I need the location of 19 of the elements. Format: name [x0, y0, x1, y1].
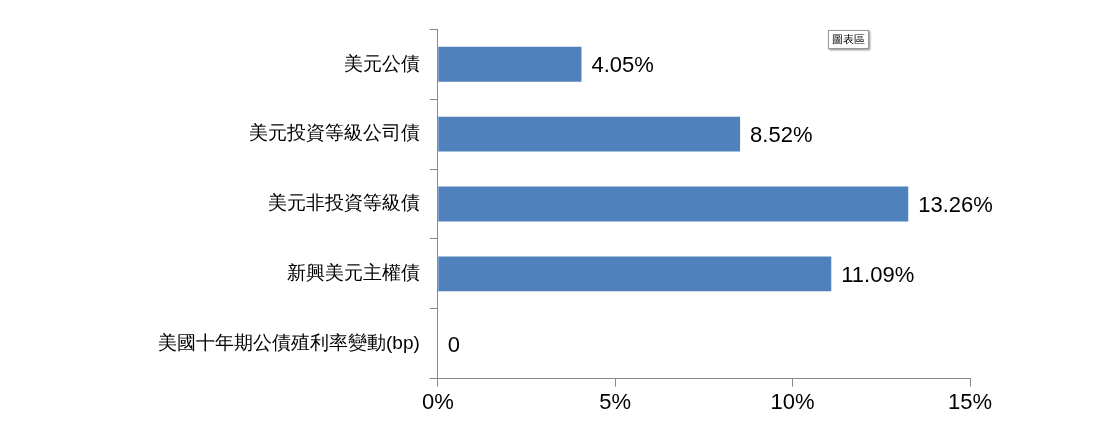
data-label: 4.05%: [591, 52, 654, 78]
x-tick-label: 10%: [770, 388, 815, 414]
y-tick-label: 美元公債: [343, 52, 420, 74]
y-tick-label: 新興美元主權債: [286, 262, 420, 284]
data-label: 0: [447, 331, 461, 357]
bar: [438, 116, 741, 152]
bar: [438, 186, 909, 222]
data-label: 8.52%: [750, 122, 813, 148]
y-tick-label: 美國十年期公債殖利率變動(bp): [157, 331, 420, 353]
x-tick-label: 15%: [947, 388, 993, 414]
data-label: 11.09%: [841, 261, 915, 287]
data-label: 13.26%: [918, 192, 993, 218]
bar: [438, 46, 582, 82]
annotation: 圖表區: [828, 30, 869, 49]
x-tick-label: 0%: [421, 388, 454, 414]
bar: [438, 256, 832, 292]
y-tick-label: 美元投資等級公司債: [248, 122, 420, 144]
x-tick-label: 5%: [599, 388, 632, 414]
y-tick-label: 美元非投資等級債: [267, 192, 420, 214]
